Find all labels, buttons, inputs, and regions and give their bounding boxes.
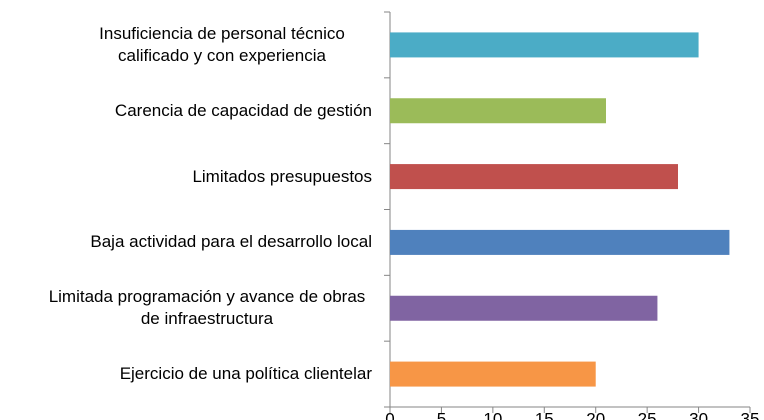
- x-tick-label: 25: [638, 409, 657, 420]
- y-tick-label: Limitados presupuestos: [192, 166, 372, 186]
- x-tick-label: 20: [586, 409, 605, 420]
- bar: [390, 295, 658, 321]
- y-tick-label: Limitada programación y avance de obras …: [48, 287, 366, 329]
- bar: [390, 164, 678, 190]
- x-tick-label: 5: [437, 409, 446, 420]
- bar: [390, 229, 730, 255]
- y-tick-label: Insuficiencia de personal técnico califi…: [99, 23, 345, 65]
- bar: [390, 32, 699, 58]
- x-tick-label: 10: [483, 409, 502, 420]
- bar: [390, 98, 606, 124]
- bar: [390, 361, 596, 387]
- y-tick-label: Baja actividad para el desarrollo local: [90, 232, 372, 252]
- y-tick-label: Ejercicio de una política clientelar: [119, 364, 372, 384]
- y-tick-label: Carencia de capacidad de gestión: [114, 100, 372, 120]
- x-tick-label: 35: [741, 409, 760, 420]
- x-tick-label: 0: [385, 409, 394, 420]
- x-tick-label: 15: [535, 409, 554, 420]
- x-tick-label: 30: [689, 409, 708, 420]
